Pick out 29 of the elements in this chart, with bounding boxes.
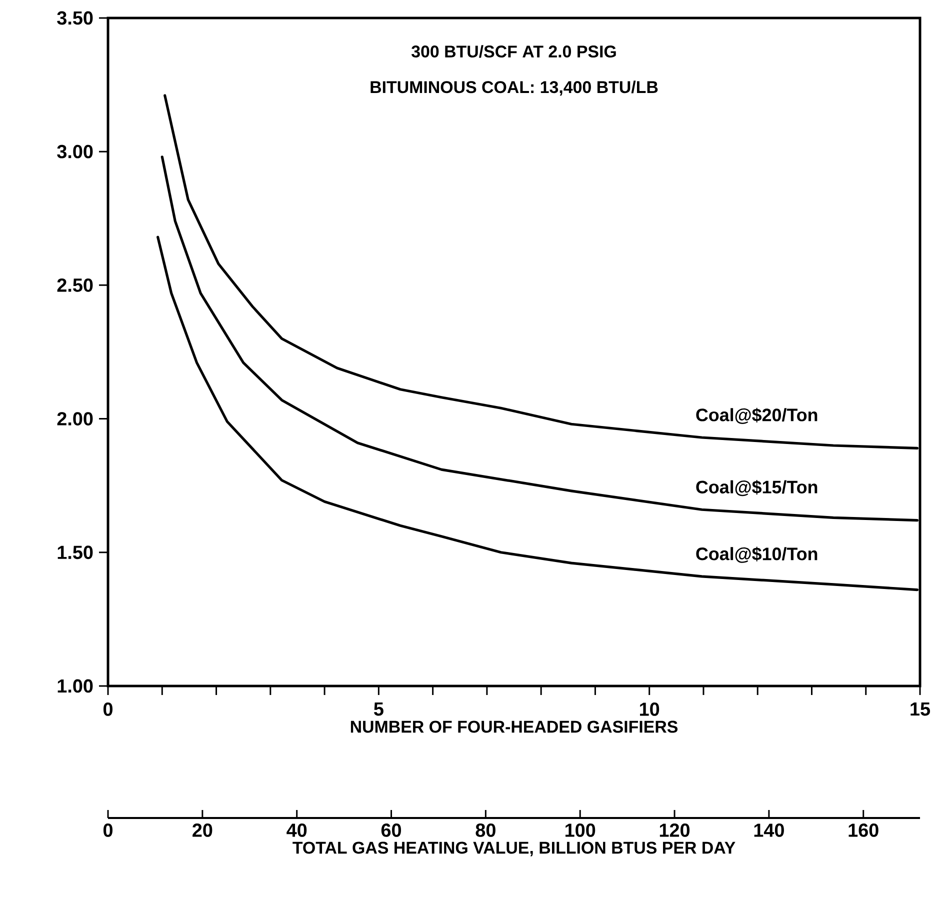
- x2-tick-label: 100: [566, 824, 596, 837]
- x2-tick-label: 140: [754, 824, 784, 837]
- x2-tick-label: 120: [660, 824, 690, 837]
- y-tick-label: 2.50: [57, 278, 93, 292]
- x2-tick-label: 60: [381, 824, 402, 837]
- series-label: Coal@$20/Ton: [696, 408, 818, 424]
- annotation: BITUMINOUS COAL: 13,400 BTU/LB: [370, 80, 658, 96]
- x-tick-label: 5: [374, 702, 384, 716]
- x-axis-title: NUMBER OF FOUR-HEADED GASIFIERS: [350, 720, 678, 733]
- x2-tick-label: 160: [848, 824, 878, 837]
- y-tick-label: 2.00: [57, 412, 93, 426]
- x2-tick-label: 20: [192, 824, 212, 837]
- y-tick-label: 3.00: [57, 144, 93, 158]
- x-tick-label: 0: [103, 702, 112, 716]
- series-label: Coal@$15/Ton: [696, 480, 818, 496]
- x2-tick-label: 80: [476, 824, 496, 837]
- y-tick-label: 1.00: [58, 679, 93, 693]
- line-series: [156, 236, 919, 592]
- y-tick-label: 1.50: [58, 546, 93, 560]
- x2-axis-title: TOTAL GAS HEATING VALUE, BILLION BTUS PER DAY: [292, 842, 736, 856]
- y-tick-label: 3.50: [57, 11, 93, 25]
- series-label: Coal@$10/Ton: [696, 546, 818, 563]
- annotation: 300 BTU/SCF AT 2.0 PSIG: [412, 45, 616, 58]
- x2-tick-label: 0: [103, 824, 112, 837]
- line-series: [160, 156, 919, 522]
- x-tick-label: 15: [910, 702, 930, 716]
- line-series: [164, 94, 919, 450]
- x2-tick-label: 40: [286, 824, 307, 837]
- x-tick-label: 10: [640, 702, 660, 716]
